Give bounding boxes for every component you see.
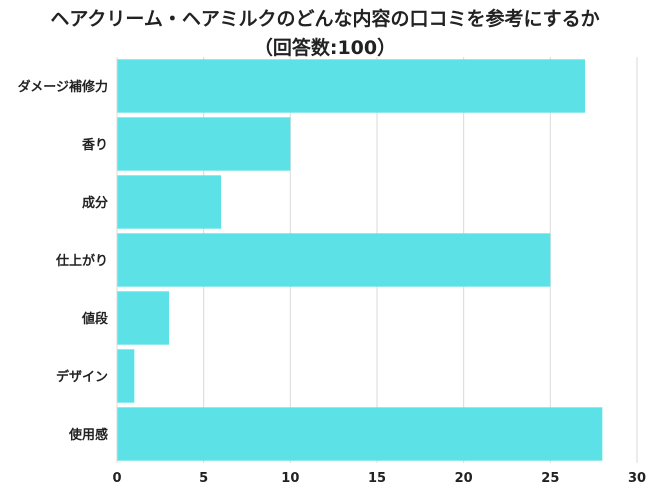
bar-5 bbox=[117, 349, 135, 403]
category-label-1: 香り bbox=[81, 137, 108, 153]
bar-4 bbox=[117, 291, 169, 345]
x-tick-label-5: 5 bbox=[199, 471, 208, 486]
bar-2 bbox=[117, 175, 221, 229]
x-tick-label-30: 30 bbox=[628, 471, 646, 486]
category-label-3: 仕上がり bbox=[55, 253, 108, 269]
chart-subtitle: （回答数:100） bbox=[253, 37, 397, 59]
category-label-6: 使用感 bbox=[68, 427, 108, 443]
x-tick-label-25: 25 bbox=[541, 471, 559, 486]
bar-0 bbox=[117, 59, 585, 113]
category-label-4: 値段 bbox=[81, 311, 108, 327]
bar-6 bbox=[117, 407, 603, 461]
x-tick-label-20: 20 bbox=[455, 471, 473, 486]
bar-1 bbox=[117, 117, 291, 171]
bar-3 bbox=[117, 233, 551, 287]
category-label-2: 成分 bbox=[82, 195, 108, 211]
category-label-5: デザイン bbox=[56, 369, 108, 385]
x-tick-label-0: 0 bbox=[112, 471, 121, 486]
category-label-0: ダメージ補修力 bbox=[18, 79, 108, 95]
x-tick-label-15: 15 bbox=[368, 471, 386, 486]
x-tick-label-10: 10 bbox=[281, 471, 299, 486]
chart-title: ヘアクリーム・ヘアミルクのどんな内容の口コミを参考にするか bbox=[50, 8, 600, 30]
